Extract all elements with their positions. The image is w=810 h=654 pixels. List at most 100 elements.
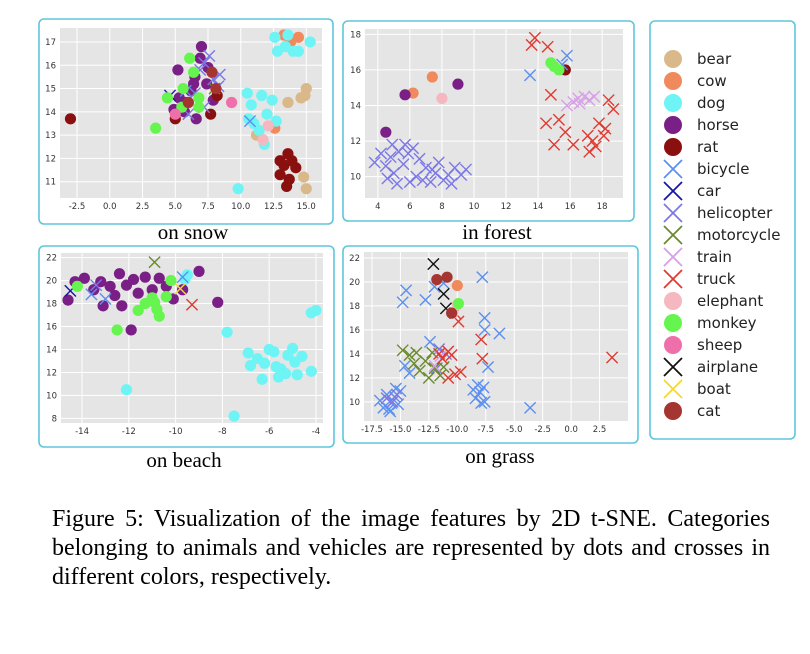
truck-point [541, 40, 554, 53]
cow-point [426, 71, 438, 83]
helicopter-point [397, 158, 410, 171]
monkey-point [177, 82, 189, 95]
dog-point [243, 113, 255, 125]
elephant-point [262, 120, 274, 132]
series-cow [451, 279, 463, 292]
truck-point [475, 333, 488, 346]
legend-label: car [697, 182, 721, 200]
cow-point [451, 279, 463, 292]
bicycle-point [85, 288, 98, 301]
y-tick-label: 22 [46, 254, 57, 264]
legend-marker [664, 314, 682, 332]
helicopter-point [368, 156, 381, 169]
dog-point [253, 124, 265, 137]
series-truck [433, 307, 619, 384]
motorcycle-point [148, 256, 161, 269]
bicycle-point [493, 327, 506, 340]
train-point [560, 99, 574, 112]
horse-point [399, 89, 411, 101]
x-tick-label: -4 [312, 427, 320, 437]
legend-item-monkey: monkey [664, 314, 757, 332]
boat-point [174, 282, 187, 295]
legend-marker [663, 269, 683, 289]
bicycle-point [400, 284, 413, 297]
legend-marker [663, 159, 683, 179]
bicycle-point [403, 366, 416, 380]
bicycle-point [176, 271, 189, 284]
bicycle-point [99, 292, 112, 306]
dog-point [304, 36, 316, 48]
legend-marker [664, 138, 682, 156]
truck-point [544, 88, 557, 101]
dog-point [228, 410, 240, 422]
monkey-point [193, 101, 205, 113]
truck-point [602, 94, 615, 107]
truck-point [592, 117, 606, 130]
bicycle-point [382, 402, 396, 416]
legend-item-bicycle: bicycle [663, 159, 749, 179]
airplane-point [437, 287, 450, 301]
bear-point [300, 183, 312, 195]
series-bicycle [373, 271, 537, 418]
legend-label: truck [697, 270, 736, 288]
monkey-point [165, 274, 177, 287]
truck-point [445, 348, 458, 362]
airplane-point [427, 257, 440, 271]
x-tick-label: 7.5 [201, 202, 215, 212]
y-tick-label: 12 [45, 154, 56, 164]
legend-label: horse [697, 116, 739, 134]
horse-point [116, 300, 128, 312]
helicopter-point [381, 172, 394, 185]
sheep-point [226, 96, 238, 109]
truck-point [586, 134, 599, 148]
horse-point [95, 276, 107, 288]
dog-point [269, 31, 281, 43]
monkey-point [545, 57, 557, 69]
plot-area [365, 29, 623, 198]
series-elephant [436, 92, 448, 104]
y-tick-label: 18 [350, 30, 361, 40]
truck-point [539, 117, 553, 130]
legend: bear cow dog horse rat bicycle car helicopter mo… [663, 50, 780, 420]
y-tick-label: 12 [350, 137, 361, 147]
bicycle-point [384, 405, 397, 418]
dog-point [305, 307, 317, 319]
bicycle-point [396, 296, 409, 309]
legend-label: train [697, 248, 732, 266]
legend-label: rat [697, 138, 718, 156]
legend-item-motorcycle: motorcycle [663, 225, 780, 245]
helicopter-point [384, 150, 397, 164]
motorcycle-point [403, 348, 416, 362]
legend-marker [663, 181, 683, 201]
y-tick-label: 10 [349, 398, 360, 408]
dog-point [256, 373, 268, 385]
series-monkey [545, 57, 565, 76]
helicopter-point [403, 175, 416, 189]
bicycle-point [423, 335, 437, 348]
x-tick-label: 10 [469, 202, 480, 212]
x-tick-label: -14 [75, 427, 89, 437]
legend-marker [663, 247, 683, 267]
x-tick-label: -6 [265, 427, 273, 437]
y-tick-label: 18 [46, 300, 57, 310]
y-tick-label: 20 [46, 277, 57, 287]
y-tick-label: 11 [45, 178, 56, 188]
series-dog [120, 269, 322, 422]
x-tick-label: -12.5 [418, 425, 440, 435]
series-airplane [427, 257, 453, 315]
legend-marker [664, 116, 682, 134]
series-monkey [452, 297, 465, 310]
monkey-point [452, 297, 465, 310]
horse-point [153, 272, 165, 284]
x-tick-label: 10.0 [231, 202, 250, 212]
dog-point [241, 87, 253, 99]
horse-point [139, 271, 151, 283]
horse-point [172, 64, 184, 76]
horse-point [195, 41, 208, 53]
truck-point [525, 38, 538, 52]
legend-item-cow: cow [664, 72, 727, 90]
helicopter-point [459, 163, 473, 176]
legend-frame [649, 20, 796, 440]
horse-point [177, 284, 189, 296]
bicycle-point [467, 383, 480, 396]
